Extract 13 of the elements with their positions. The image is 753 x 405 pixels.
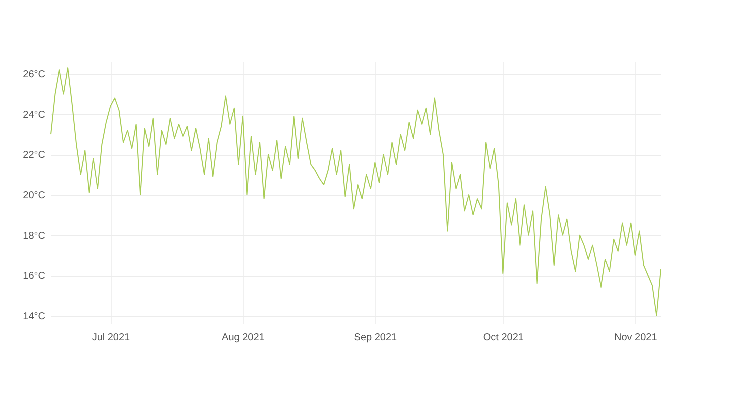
x-tick-label: Nov 2021 [614,332,658,344]
y-tick-label: 26°C [23,70,46,81]
line-series [50,68,662,316]
y-tick-label: 20°C [23,190,46,202]
x-tick-label: Aug 2021 [222,332,266,344]
x-tick-label: Sep 2021 [354,332,398,344]
y-tick-label: 22°C [23,150,46,162]
y-tick-label: 24°C [23,110,46,121]
x-tick-label: Oct 2021 [483,332,524,344]
y-tick-label: 18°C [23,230,46,242]
y-tick-label: 14°C [23,311,46,322]
x-tick-label: Jul 2021 [92,332,131,344]
y-tick-label: 16°C [23,271,46,282]
